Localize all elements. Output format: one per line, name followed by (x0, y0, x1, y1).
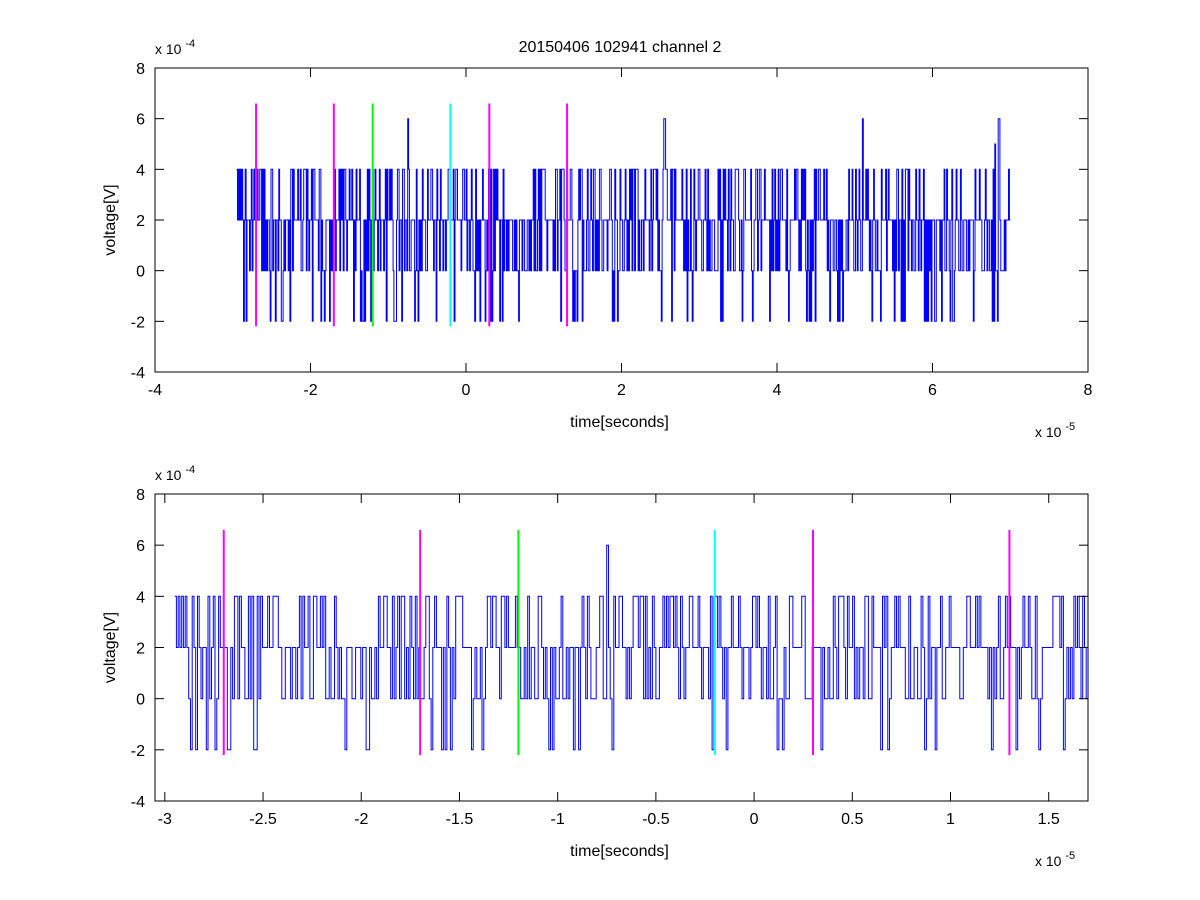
x-tick-label: 2 (617, 382, 626, 399)
figure-title: 20150406 102941 channel 2 (519, 39, 722, 56)
x-exponent-label: x 10 -5 (1035, 421, 1075, 440)
signal-trace (236, 118, 1011, 322)
y-axis-label: voltage[V] (102, 184, 119, 255)
x-tick-label: -3 (158, 811, 172, 828)
y-tick-label: 2 (136, 641, 145, 658)
x-tick-label: 1.5 (1038, 811, 1060, 828)
x-axis-label: time[seconds] (570, 414, 669, 431)
y-exponent-label: x 10 -4 (155, 464, 195, 483)
subplot-bottom: -3 -2.5 -2 -1.5 -1 -0.5 0 0.5 1 1.5 -4 -2 0 2 4 6 8 volt… (102, 464, 1089, 869)
x-tick-label: 0 (462, 382, 471, 399)
x-tick-label: 0.5 (841, 811, 863, 828)
subplot-top: -4 -2 0 2 4 6 8 -4 -2 0 2 4 6 8 voltage[V] time[secon… (102, 38, 1093, 440)
y-tick-label: 0 (136, 264, 145, 281)
marker-layer (222, 529, 1011, 755)
x-tick-label: -1.5 (446, 811, 474, 828)
x-tick-label: -4 (148, 382, 162, 399)
x-tick-label: 4 (773, 382, 782, 399)
x-exponent-base: x 10 (1035, 424, 1062, 440)
x-tick-label: 8 (1084, 382, 1093, 399)
y-tick-label: 8 (136, 487, 145, 504)
x-exponent-base: x 10 (1035, 853, 1062, 869)
y-tick-label: 4 (136, 589, 145, 606)
tick-layer: -4 -2 0 2 4 6 8 -4 -2 0 2 4 6 8 (131, 61, 1093, 399)
y-exponent-power: -4 (185, 38, 195, 50)
x-tick-label: -2 (354, 811, 368, 828)
x-exponent-label: x 10 -5 (1035, 850, 1075, 869)
y-axis-label: voltage[V] (102, 612, 119, 683)
x-exponent-power: -5 (1065, 421, 1075, 433)
signal-trace-layer (174, 544, 1089, 751)
x-tick-label: 0 (750, 811, 759, 828)
x-exponent-power: -5 (1065, 850, 1075, 862)
signal-trace-layer (236, 118, 1011, 322)
y-tick-label: 0 (136, 692, 145, 709)
tick-layer: -3 -2.5 -2 -1.5 -1 -0.5 0 0.5 1 1.5 -4 -2 0 2 4 6 8 (131, 487, 1088, 828)
x-tick-label: 1 (946, 811, 955, 828)
y-exponent-base: x 10 (155, 41, 182, 57)
y-tick-label: -4 (131, 794, 145, 811)
y-tick-label: -2 (131, 743, 145, 760)
y-exponent-power: -4 (185, 464, 195, 476)
x-tick-label: -0.5 (642, 811, 670, 828)
y-tick-label: 4 (136, 162, 145, 179)
x-axis-label: time[seconds] (570, 843, 669, 860)
y-tick-label: 8 (136, 61, 145, 78)
y-tick-label: 6 (136, 112, 145, 129)
y-tick-label: -4 (131, 365, 145, 382)
signal-trace (174, 544, 1089, 751)
x-tick-label: -2 (303, 382, 317, 399)
y-tick-label: -2 (131, 314, 145, 331)
y-exponent-label: x 10 -4 (155, 38, 195, 57)
marker-layer (255, 103, 569, 327)
y-tick-label: 2 (136, 213, 145, 230)
y-tick-label: 6 (136, 538, 145, 555)
x-tick-label: 6 (928, 382, 937, 399)
y-exponent-base: x 10 (155, 467, 182, 483)
x-tick-label: -1 (551, 811, 565, 828)
x-tick-label: -2.5 (249, 811, 277, 828)
